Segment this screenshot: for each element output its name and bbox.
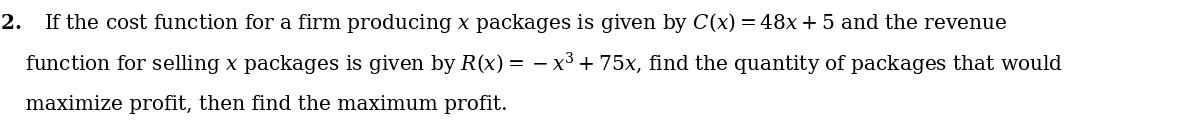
Text: $\mathbf{2.}$   If the cost function for a firm producing $x$ packages is given : $\mathbf{2.}$ If the cost function for a…	[0, 11, 1008, 35]
Text: maximize profit, then find the maximum profit.: maximize profit, then find the maximum p…	[0, 95, 508, 114]
Text: function for selling $x$ packages is given by $R(x) = -x^3 + 75x$, find the quan: function for selling $x$ packages is giv…	[0, 50, 1063, 78]
